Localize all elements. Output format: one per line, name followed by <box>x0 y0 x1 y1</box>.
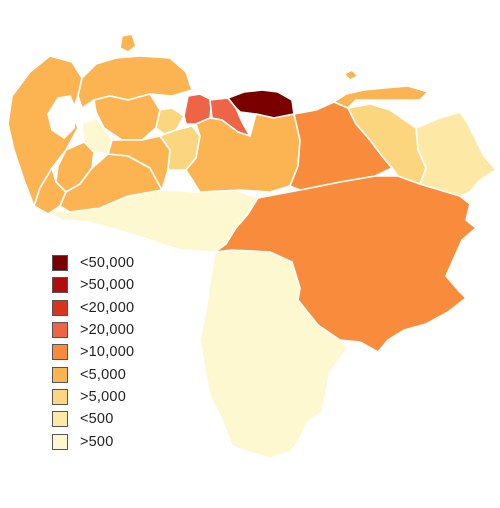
legend-swatch <box>52 411 68 428</box>
legend-swatch <box>52 299 68 316</box>
region-tachira <box>33 167 67 215</box>
legend-item: >50,000 <box>52 274 134 296</box>
region-falcon <box>77 55 193 109</box>
legend-swatch <box>52 344 68 361</box>
legend-swatch <box>52 433 68 450</box>
legend-swatch <box>52 255 68 272</box>
legend-swatch <box>52 388 68 405</box>
lake-maracaibo <box>47 95 77 139</box>
legend-label: >50,000 <box>80 277 135 294</box>
legend-item: >5,000 <box>52 386 134 408</box>
legend-item: <5,000 <box>52 363 134 385</box>
region-sucre <box>333 85 429 109</box>
region-paraguana <box>119 33 137 53</box>
legend-label: >500 <box>80 433 114 450</box>
legend-label: <20,000 <box>80 299 135 316</box>
legend-item: <20,000 <box>52 297 134 319</box>
legend-swatch <box>52 366 68 383</box>
legend-item: >500 <box>52 430 134 452</box>
legend-item: >20,000 <box>52 319 134 341</box>
legend-label: >20,000 <box>80 322 135 339</box>
legend-swatch <box>52 322 68 339</box>
legend-item: >10,000 <box>52 341 134 363</box>
legend-label: >10,000 <box>80 344 135 361</box>
legend-item: <50,000 <box>52 252 134 274</box>
legend-label: <500 <box>80 411 114 428</box>
region-delta-amacuro <box>415 111 497 197</box>
region-zulia <box>7 55 83 207</box>
legend-label: <50,000 <box>80 255 135 272</box>
legend-item: <500 <box>52 408 134 430</box>
legend-label: <5,000 <box>80 366 126 383</box>
region-monagas <box>347 103 427 185</box>
legend-swatch <box>52 277 68 294</box>
region-nueva-esparta <box>343 69 359 81</box>
legend: <50,000 >50,000 <20,000 >20,000 >10,000 <5,00… <box>52 252 134 453</box>
legend-label: >5,000 <box>80 388 126 405</box>
